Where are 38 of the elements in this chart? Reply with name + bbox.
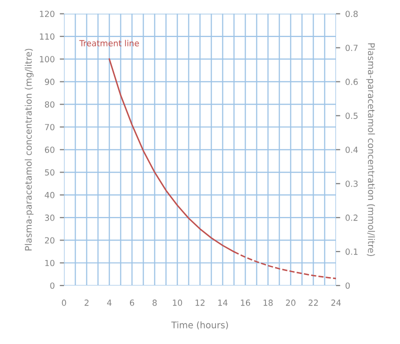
y-tick-label: 10 (45, 260, 54, 266)
y-axis-title: Plasma-paracetamol concentration (mg/litre) (24, 48, 34, 250)
y2-tick-label: 0.8 (346, 10, 358, 18)
x-tick-label: 2 (84, 300, 88, 306)
y2-tick-label: 0.5 (346, 112, 358, 119)
y2-tick-label: 0.3 (346, 180, 358, 187)
x-tick-label: 24 (331, 300, 341, 306)
y-tick-label: 40 (44, 192, 54, 198)
x-tick-label: 4 (107, 300, 112, 306)
x-tick-label: 14 (218, 300, 228, 306)
y-tick-label: 110 (40, 33, 54, 40)
y2-tick-label: 0.7 (346, 44, 358, 52)
x-tick-label: 0 (62, 300, 66, 306)
y2-tick-label: 0.4 (346, 146, 358, 153)
x-axis-title: Time (hours) (171, 321, 228, 330)
y2-tick-label: 0.2 (346, 214, 358, 221)
y2-tick-label: 0 (346, 282, 350, 289)
y-tick-label: 80 (44, 101, 54, 108)
y-tick-label: 0 (50, 282, 54, 289)
y-tick-label: 60 (44, 146, 54, 153)
y-tick-label: 50 (45, 169, 54, 176)
y-tick-label: 90 (44, 78, 54, 85)
x-tick-label: 8 (152, 300, 157, 306)
x-tick-label: 6 (130, 300, 134, 306)
x-tick-label: 12 (196, 300, 204, 306)
x-tick-label: 18 (264, 300, 273, 306)
x-tick-label: 20 (286, 300, 296, 306)
y-tick-label: 30 (45, 214, 54, 221)
y2-axis-title: Plasma-paracetamol concentration (mmol/litre) (366, 43, 375, 256)
x-tick-label: 10 (172, 300, 182, 306)
y-tick-label: 70 (45, 124, 54, 130)
x-tick-label: 22 (308, 300, 318, 306)
y-tick-label: 120 (40, 10, 54, 18)
x-tick-label: 16 (240, 300, 250, 306)
y-tick-label: 100 (40, 56, 54, 62)
y-tick-label: 20 (44, 237, 54, 244)
y2-tick-label: 0.1 (346, 248, 358, 255)
y2-tick-label: 0.6 (346, 78, 358, 85)
